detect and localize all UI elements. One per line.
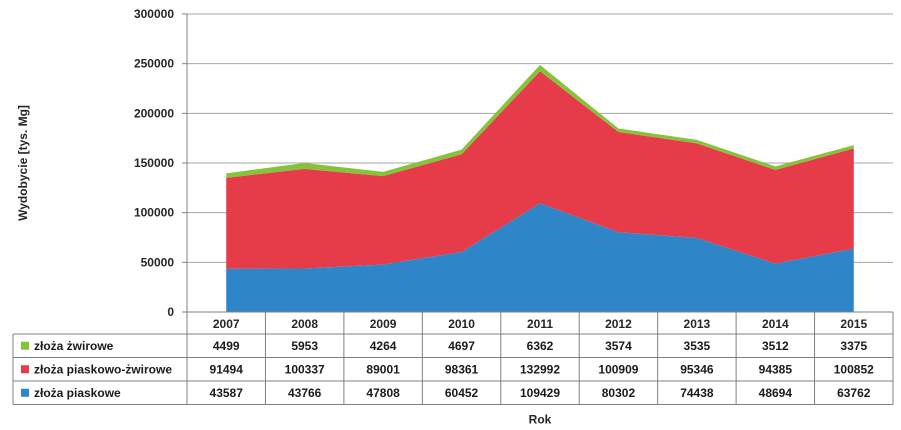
axes xyxy=(182,13,893,313)
data-label: 98361 xyxy=(445,362,479,376)
data-label: 3512 xyxy=(762,339,789,353)
data-label: 109429 xyxy=(520,386,560,400)
x-tick-label: 2014 xyxy=(762,317,789,331)
data-label: 100909 xyxy=(598,362,638,376)
legend-swatch xyxy=(21,341,29,350)
legend-label: złoża piaskowo-żwirowe xyxy=(34,362,172,376)
legend-label: złoża żwirowe xyxy=(34,339,114,353)
data-label: 89001 xyxy=(366,362,400,376)
data-table: 2007 2008 2009 2010 2011 2012 2013 2014 2015 złoż… xyxy=(12,312,894,405)
y-tick-label: 150000 xyxy=(134,156,174,170)
x-axis-label: Rok xyxy=(529,413,552,427)
data-label: 74438 xyxy=(680,386,714,400)
x-tick-label: 2007 xyxy=(213,317,240,331)
area-series xyxy=(226,64,854,312)
data-label: 48694 xyxy=(759,386,793,400)
data-label: 5953 xyxy=(291,339,318,353)
y-tick-label: 300000 xyxy=(134,7,174,21)
data-label: 100852 xyxy=(834,362,874,376)
data-label: 4264 xyxy=(370,339,397,353)
x-tick-label: 2010 xyxy=(448,317,475,331)
x-tick-label: 2012 xyxy=(605,317,632,331)
data-label: 94385 xyxy=(759,362,793,376)
legend-swatch xyxy=(21,388,29,397)
x-tick-label: 2009 xyxy=(370,317,397,331)
y-tick-label: 250000 xyxy=(134,57,174,71)
area-złoża-żwirowe xyxy=(226,64,854,178)
y-axis-label: Wydobycie [tys. Mg] xyxy=(16,105,30,221)
data-label: 3574 xyxy=(605,339,632,353)
data-label: 6362 xyxy=(527,339,554,353)
data-label: 100337 xyxy=(285,362,325,376)
area-złoża-piaskowo-żwirowe xyxy=(226,71,854,269)
x-tick-label: 2011 xyxy=(527,317,553,331)
x-tick-label: 2015 xyxy=(840,317,867,331)
x-tick-label: 2008 xyxy=(291,317,318,331)
x-tick-label: 2013 xyxy=(684,317,711,331)
data-label: 3375 xyxy=(840,339,867,353)
y-tick-labels: 0 50000 100000 150000 200000 250000 300000 xyxy=(134,7,174,319)
y-tick-label: 0 xyxy=(167,305,174,319)
y-tick-label: 50000 xyxy=(141,255,175,269)
data-label: 63762 xyxy=(837,386,871,400)
data-label: 4499 xyxy=(213,339,240,353)
legend-swatch xyxy=(21,365,29,374)
data-label: 60452 xyxy=(445,386,479,400)
data-label: 91494 xyxy=(210,362,244,376)
data-label: 80302 xyxy=(602,386,636,400)
data-label: 47808 xyxy=(366,386,400,400)
data-label: 4697 xyxy=(448,339,475,353)
data-label: 43766 xyxy=(288,386,322,400)
y-tick-label: 200000 xyxy=(134,106,174,120)
data-label: 132992 xyxy=(520,362,560,376)
y-tick-label: 100000 xyxy=(134,206,174,220)
data-label: 43587 xyxy=(210,386,244,400)
legend-label: złoża piaskowe xyxy=(34,386,121,400)
data-label: 95346 xyxy=(680,362,714,376)
data-label: 3535 xyxy=(684,339,711,353)
area-złoża-piaskowe xyxy=(226,203,854,312)
